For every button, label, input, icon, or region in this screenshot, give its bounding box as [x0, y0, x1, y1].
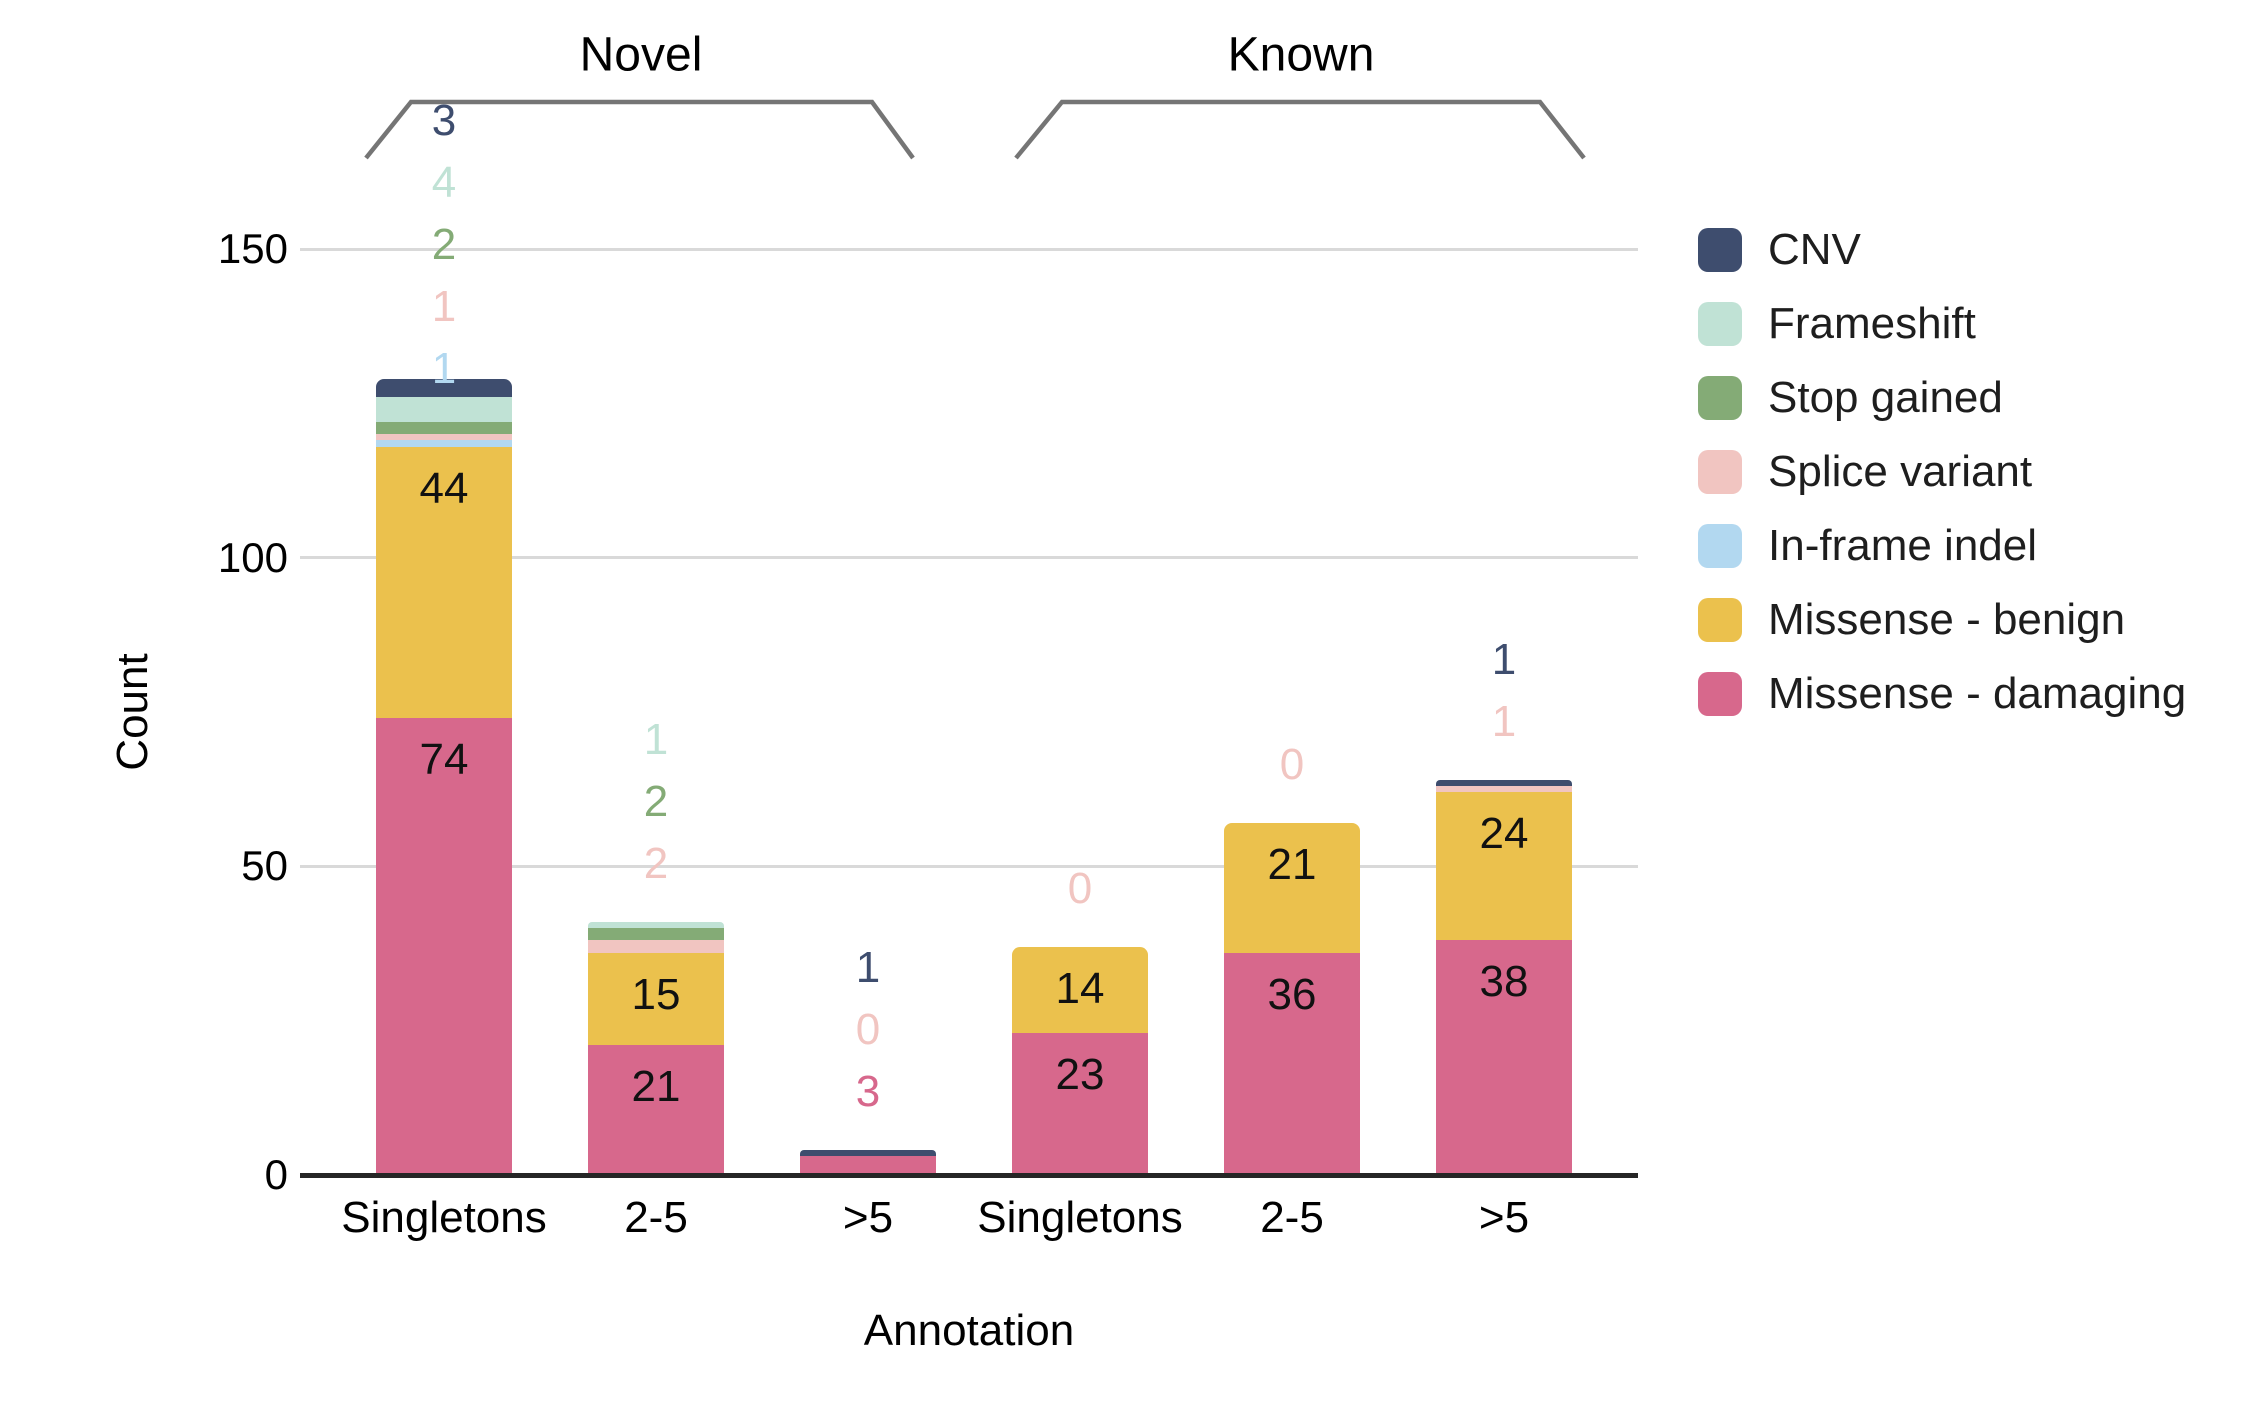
segment-value-label: 14 [1055, 963, 1105, 1013]
segment-value-label-above: 1 [431, 281, 457, 331]
segment-value-label: 38 [1479, 957, 1529, 1007]
legend-label: In-frame indel [1768, 521, 2038, 570]
legend-label: Splice variant [1768, 447, 2033, 496]
segment-value-label-above: 4 [431, 157, 457, 207]
bar-segment-splice-variant[interactable] [376, 434, 512, 441]
legend-swatch-icon [1698, 450, 1742, 494]
segment-value-label-above: 1 [855, 943, 881, 993]
bar-segment-cnv[interactable] [376, 378, 512, 398]
bar-segment-stop-gained[interactable] [376, 421, 512, 435]
legend-item: Splice variant [1698, 447, 2186, 496]
legend-item: CNV [1698, 225, 2186, 274]
bar-segment-stop-gained[interactable] [588, 928, 724, 941]
bar-segment-missense-damaging[interactable] [588, 1045, 724, 1175]
legend-item: Missense - benign [1698, 595, 2186, 644]
x-tick-label: >5 [1478, 1193, 1530, 1242]
x-tick-label: >5 [842, 1193, 894, 1242]
bar-segment-missense-benign[interactable] [1224, 823, 1360, 953]
legend-swatch-icon [1698, 376, 1742, 420]
bar-segment-splice-variant[interactable] [1436, 786, 1572, 793]
bar-segment-splice-variant[interactable] [588, 940, 724, 953]
bar-segment-missense-damaging[interactable] [1012, 1033, 1148, 1175]
legend-label: Stop gained [1768, 373, 2003, 422]
legend-label: Missense - damaging [1768, 669, 2187, 718]
group-label-novel: Novel [579, 28, 703, 82]
legend-item: Missense - damaging [1698, 669, 2187, 718]
legend-swatch-icon [1698, 302, 1742, 346]
gridline-100 [300, 556, 1638, 560]
segment-value-label-above: 0 [855, 1005, 881, 1055]
segment-value-label: 15 [631, 969, 681, 1019]
segment-value-label: 74 [419, 735, 469, 785]
y-tick-label-100: 100 [217, 533, 288, 581]
legend-item: In-frame indel [1698, 521, 2186, 570]
x-tick-label: 2-5 [624, 1193, 688, 1242]
segment-value-label-above: 1 [431, 343, 457, 393]
legend-label: Frameshift [1768, 299, 1976, 348]
legend-label: Missense - benign [1768, 595, 2126, 644]
bar-segment-frameshift[interactable] [588, 921, 724, 929]
bar-segment-missense-damaging[interactable] [376, 718, 512, 1175]
segment-value-label-above: 0 [1067, 863, 1093, 913]
bar-segment-missense-benign[interactable] [376, 446, 512, 719]
bar-segment-missense-damaging[interactable] [1224, 952, 1360, 1175]
segment-value-label-above: 2 [643, 776, 669, 826]
bar-segment-in-frame-indel[interactable] [376, 440, 512, 447]
legend-swatch-icon [1698, 598, 1742, 642]
group-label-known: Known [1227, 28, 1375, 82]
segment-value-label: 23 [1055, 1050, 1105, 1100]
bar-segment-missense-benign[interactable] [1436, 792, 1572, 941]
y-tick-label-0: 0 [264, 1151, 288, 1198]
bar-segment-cnv[interactable] [1436, 779, 1572, 787]
bar-segment-frameshift[interactable] [376, 397, 512, 422]
bar-segment-missense-benign[interactable] [1012, 946, 1148, 1034]
x-tick-label: Singletons [977, 1193, 1183, 1242]
legend-label: CNV [1768, 225, 1861, 274]
y-tick-label-50: 50 [241, 842, 288, 890]
legend-swatch-icon [1698, 672, 1742, 716]
segment-value-label: 21 [1267, 840, 1317, 890]
y-tick-label-150: 150 [217, 225, 288, 273]
segment-value-label-above: 1 [1491, 634, 1517, 684]
bar-segment-missense-damaging[interactable] [1436, 940, 1572, 1175]
x-tick-label: Singletons [341, 1193, 547, 1242]
segment-value-label-above: 1 [1491, 696, 1517, 746]
segment-value-label: 36 [1267, 969, 1317, 1019]
x-axis-title: Annotation [863, 1306, 1075, 1355]
segment-value-label-above: 2 [431, 219, 457, 269]
legend-swatch-icon [1698, 524, 1742, 568]
gridline-50 [300, 864, 1638, 868]
x-tick-label: 2-5 [1260, 1193, 1324, 1242]
bar-segment-missense-damaging[interactable] [800, 1156, 936, 1175]
segment-value-label-above: 1 [643, 714, 669, 764]
y-axis-title: Count [108, 653, 157, 771]
segment-value-label: 44 [419, 463, 469, 513]
x-axis-line [300, 1173, 1638, 1178]
segment-value-label: 24 [1479, 809, 1529, 859]
segment-value-label-above: 2 [643, 838, 669, 888]
bar-segment-cnv[interactable] [800, 1150, 936, 1157]
legend-swatch-icon [1698, 228, 1742, 272]
legend-item: Stop gained [1698, 373, 2186, 422]
segment-value-label: 21 [631, 1062, 681, 1112]
legend-item: Frameshift [1698, 299, 2186, 348]
bar-segment-missense-benign[interactable] [588, 952, 724, 1046]
segment-value-label-above: 3 [431, 95, 457, 145]
segment-value-label-above: 0 [1279, 740, 1305, 790]
segment-value-label-above: 3 [855, 1067, 881, 1117]
gridline-150 [300, 247, 1638, 251]
legend: CNV Frameshift Stop gained Splice variant In… [1698, 225, 2187, 718]
